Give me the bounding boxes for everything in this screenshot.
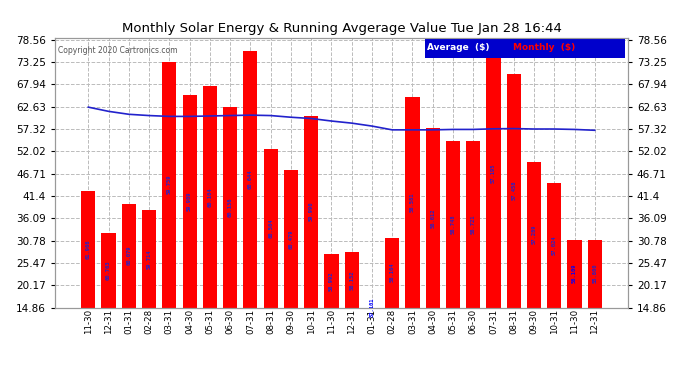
Text: 57.101: 57.101: [369, 298, 375, 317]
Bar: [162, 62, 177, 370]
Bar: [223, 107, 237, 370]
Text: 56.748: 56.748: [451, 214, 455, 234]
Bar: [264, 149, 278, 370]
Bar: [426, 128, 440, 370]
Bar: [101, 233, 116, 370]
Text: 57.458: 57.458: [511, 181, 516, 200]
Bar: [142, 210, 156, 370]
Bar: [405, 97, 420, 370]
Text: 58.992: 58.992: [329, 271, 334, 291]
Bar: [588, 240, 602, 370]
Text: 60.644: 60.644: [248, 170, 253, 189]
Bar: [466, 141, 480, 370]
Title: Monthly Solar Energy & Running Avgerage Value Tue Jan 28 16:44: Monthly Solar Energy & Running Avgerage …: [121, 22, 562, 35]
Text: 60.136: 60.136: [228, 198, 233, 217]
FancyBboxPatch shape: [424, 38, 625, 58]
Bar: [365, 308, 379, 370]
Bar: [304, 116, 318, 370]
Text: Average  ($): Average ($): [427, 43, 490, 52]
Bar: [81, 191, 95, 370]
Text: 56.612: 56.612: [430, 208, 435, 228]
Bar: [446, 141, 460, 370]
Text: 59.759: 59.759: [167, 175, 172, 195]
Text: Copyright 2020 Cartronics.com: Copyright 2020 Cartronics.com: [58, 46, 177, 55]
Bar: [203, 86, 217, 370]
Text: 59.714: 59.714: [146, 249, 152, 268]
Bar: [385, 237, 400, 370]
Text: 55.800: 55.800: [592, 264, 598, 283]
Text: 56.164: 56.164: [390, 263, 395, 282]
Text: 57.024: 57.024: [552, 236, 557, 255]
Text: 60.763: 60.763: [106, 261, 111, 280]
Text: 59.990: 59.990: [308, 202, 314, 221]
Text: 60.504: 60.504: [268, 219, 273, 238]
Bar: [183, 94, 197, 370]
Text: 60.104: 60.104: [208, 187, 213, 207]
Text: 58.152: 58.152: [349, 270, 354, 290]
Text: 56.721: 56.721: [471, 214, 475, 234]
Text: 59.909: 59.909: [187, 191, 192, 211]
Bar: [344, 252, 359, 370]
Text: 60.479: 60.479: [288, 229, 293, 249]
Bar: [567, 240, 582, 370]
Bar: [244, 51, 257, 370]
Text: Monthly  ($): Monthly ($): [513, 43, 575, 52]
Text: 56.109: 56.109: [572, 264, 577, 283]
Bar: [486, 40, 500, 370]
Text: 57.195: 57.195: [491, 164, 496, 183]
Bar: [527, 162, 541, 370]
Bar: [506, 74, 521, 370]
Bar: [324, 254, 339, 370]
Text: 57.289: 57.289: [531, 225, 537, 245]
Bar: [121, 204, 136, 370]
Text: 60.079: 60.079: [126, 246, 131, 266]
Text: 56.581: 56.581: [410, 192, 415, 212]
Bar: [547, 183, 562, 370]
Bar: [284, 170, 298, 370]
Text: 61.966: 61.966: [86, 240, 91, 259]
